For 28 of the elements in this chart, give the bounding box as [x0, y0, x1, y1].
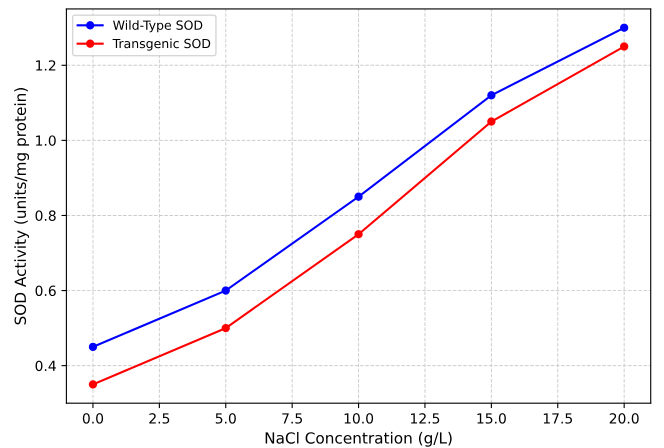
y-tick-label: 0.6	[36, 286, 56, 296]
x-tick-label: 0.0	[82, 413, 104, 424]
point	[222, 286, 230, 295]
point	[620, 42, 628, 51]
x-tick-label: 15.0	[477, 413, 506, 424]
point	[354, 230, 363, 238]
y-tick-label: 1.2	[36, 60, 56, 71]
point	[487, 117, 496, 126]
legend-label: Wild-Type SOD	[113, 20, 202, 32]
x-tick-label: 7.5	[282, 413, 302, 424]
x-axis-title: NaCl Concentration (g/L)	[266, 432, 452, 447]
point	[354, 192, 363, 201]
x-tick-label: 2.5	[149, 413, 170, 424]
x-tick-label: 17.5	[544, 413, 572, 424]
point	[88, 380, 98, 389]
point	[487, 91, 496, 100]
x-tick-label: 20.0	[610, 413, 639, 424]
y-tick-label: 1.0	[36, 135, 56, 146]
y-tick-label: 0.4	[36, 360, 56, 372]
legend-label: Transgenic SOD	[112, 38, 210, 51]
point	[222, 324, 230, 332]
x-tick-label: 12.5	[411, 413, 440, 424]
y-axis-title: SOD Activity (units/mg protein)	[14, 88, 30, 324]
point	[88, 342, 98, 352]
y-tick-label: 0.8	[36, 210, 56, 221]
point	[620, 24, 628, 32]
x-tick-label: 10.0	[344, 413, 374, 424]
x-tick-label: 5.0	[216, 413, 236, 424]
